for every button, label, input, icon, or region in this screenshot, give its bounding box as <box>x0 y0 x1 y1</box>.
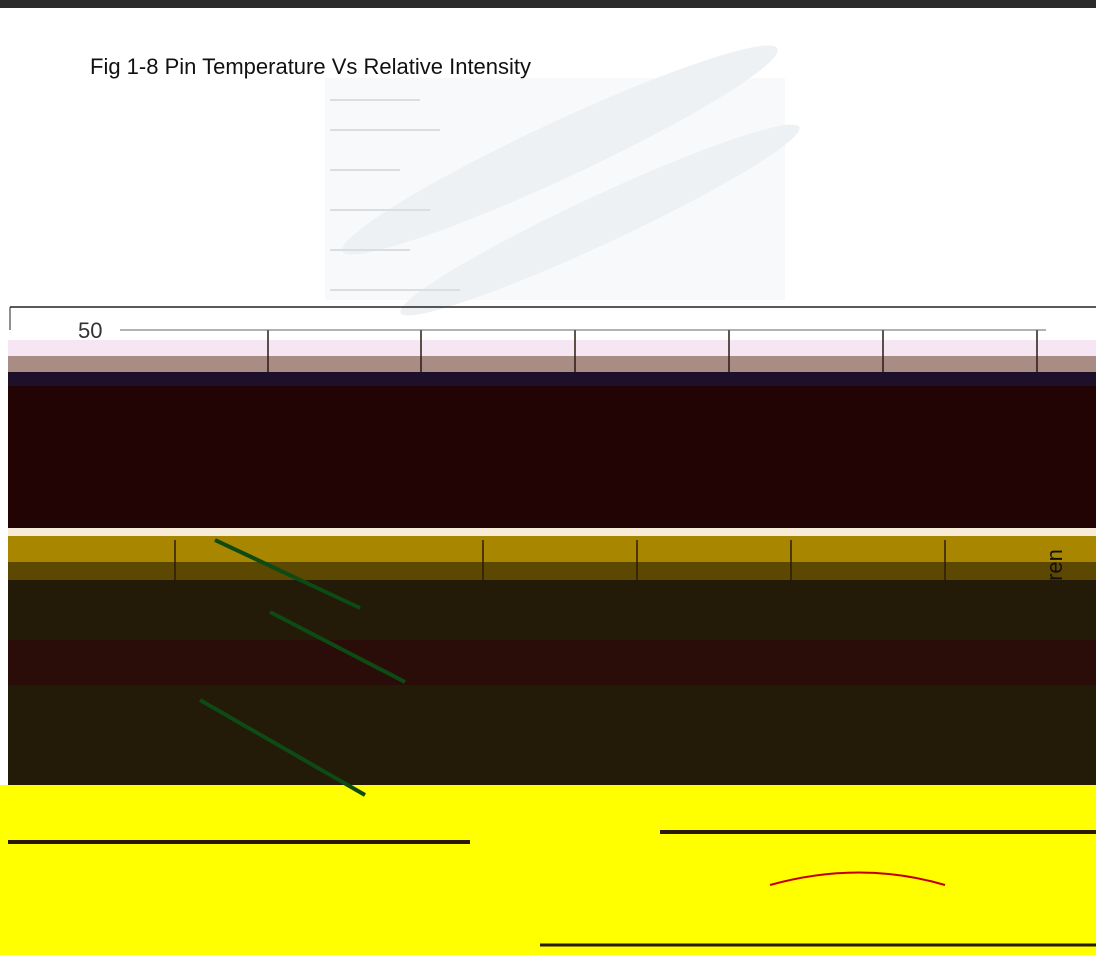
band <box>8 562 1096 580</box>
top-label: 50 <box>78 318 102 343</box>
watermark <box>325 45 800 316</box>
band <box>8 372 1096 386</box>
band <box>8 340 1096 356</box>
band <box>8 536 1096 562</box>
band <box>8 356 1096 372</box>
top-rule <box>0 0 1096 8</box>
band <box>0 785 1096 955</box>
band <box>8 528 1096 536</box>
watermark-arc <box>769 871 946 886</box>
side-label: ren <box>1042 549 1067 581</box>
band <box>8 386 1096 528</box>
grid-strokes <box>174 330 1038 580</box>
figure-title: Fig 1-8 Pin Temperature Vs Relative Inte… <box>90 54 532 79</box>
curve <box>199 538 406 797</box>
band <box>8 640 1096 685</box>
